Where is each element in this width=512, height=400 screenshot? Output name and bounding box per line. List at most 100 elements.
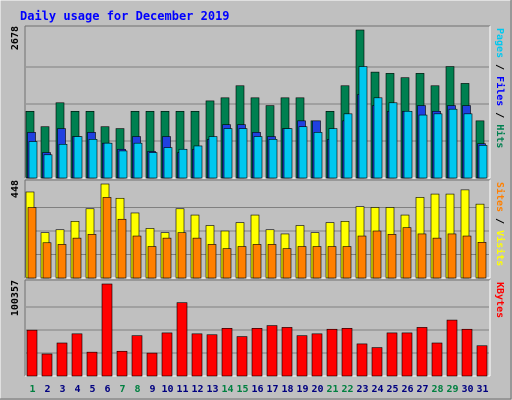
bar-sites-day-15: [237, 246, 247, 279]
bar-sites-day-28: [432, 237, 442, 279]
bar-kbytes-day-5: [86, 351, 98, 377]
bar-kbytes-day-13: [206, 334, 218, 377]
day-label-21: 21: [326, 384, 338, 395]
bar-pages-day-24: [373, 97, 383, 179]
bar-sites-day-26: [402, 227, 412, 279]
bar-pages-day-28: [433, 113, 443, 179]
day-label-29: 29: [446, 384, 458, 395]
bar-sites-day-12: [192, 237, 202, 279]
bar-pages-day-10: [163, 147, 173, 179]
bar-sites-day-29: [447, 233, 457, 279]
bar-pages-day-14: [223, 128, 233, 179]
bar-kbytes-day-15: [236, 336, 248, 377]
bar-kbytes-day-11: [176, 302, 188, 377]
bar-sites-day-16: [252, 244, 262, 279]
day-label-16: 16: [251, 384, 263, 395]
bar-kbytes-day-18: [281, 327, 293, 377]
day-label-3: 3: [59, 384, 65, 395]
bar-kbytes-day-6: [101, 283, 113, 377]
bar-sites-day-22: [342, 246, 352, 279]
day-label-6: 6: [104, 384, 110, 395]
bar-sites-day-13: [207, 244, 217, 279]
day-label-1: 1: [29, 384, 35, 395]
legend-entry: Hits: [494, 124, 506, 148]
bar-sites-day-9: [147, 246, 157, 279]
bar-kbytes-day-25: [386, 332, 398, 377]
day-label-22: 22: [341, 384, 353, 395]
panel-max-label: 448: [10, 180, 21, 198]
bar-pages-day-18: [283, 128, 293, 179]
panel-max-label: 100357: [10, 280, 21, 316]
bar-pages-day-27: [418, 114, 428, 179]
bar-kbytes-day-26: [401, 332, 413, 377]
bar-pages-day-8: [133, 142, 143, 179]
bar-sites-day-5: [87, 234, 97, 279]
bar-pages-day-23: [358, 66, 368, 179]
panel-legend: KBytes: [494, 282, 505, 318]
panel-legend: Sites / Visits: [494, 182, 506, 266]
legend-entry: Files: [494, 76, 506, 106]
bar-sites-day-11: [177, 232, 187, 279]
day-label-2: 2: [44, 384, 50, 395]
bar-kbytes-day-20: [311, 333, 323, 377]
day-label-9: 9: [149, 384, 155, 395]
bar-sites-day-18: [282, 248, 292, 279]
bar-kbytes-day-30: [461, 328, 473, 377]
bar-pages-day-16: [253, 136, 263, 179]
bar-pages-day-31: [478, 145, 488, 179]
bar-pages-day-2: [43, 154, 53, 179]
bar-kbytes-day-1: [26, 329, 38, 377]
day-label-15: 15: [236, 384, 248, 395]
bar-kbytes-day-19: [296, 335, 308, 377]
bar-kbytes-day-17: [266, 325, 278, 377]
bar-kbytes-day-24: [371, 347, 383, 377]
day-label-19: 19: [296, 384, 308, 395]
bar-pages-day-6: [103, 142, 113, 179]
bar-pages-day-5: [88, 139, 98, 179]
day-label-13: 13: [206, 384, 218, 395]
day-label-25: 25: [386, 384, 398, 395]
bar-sites-day-8: [132, 235, 142, 279]
day-label-11: 11: [176, 384, 188, 395]
day-label-14: 14: [221, 384, 233, 395]
day-label-12: 12: [191, 384, 203, 395]
bar-kbytes-day-7: [116, 350, 128, 377]
bar-pages-day-25: [388, 102, 398, 179]
bar-sites-day-4: [72, 237, 82, 279]
legend-entry: /: [494, 106, 505, 124]
bar-pages-day-7: [118, 150, 128, 179]
legend-entry: /: [494, 212, 505, 230]
bar-kbytes-day-27: [416, 327, 428, 377]
legend-entry: /: [494, 58, 505, 76]
bar-pages-day-21: [328, 128, 338, 179]
bar-sites-day-31: [477, 242, 487, 279]
bar-kbytes-day-23: [356, 343, 368, 377]
day-label-5: 5: [89, 384, 95, 395]
panel-max-label: 2678: [10, 26, 21, 50]
day-label-17: 17: [266, 384, 278, 395]
bar-pages-day-15: [238, 128, 248, 179]
bar-kbytes-day-2: [41, 353, 53, 377]
bar-kbytes-day-31: [476, 345, 488, 377]
day-label-26: 26: [401, 384, 413, 395]
bar-sites-day-27: [417, 233, 427, 279]
bar-kbytes-day-8: [131, 335, 143, 377]
day-label-30: 30: [461, 384, 473, 395]
bar-sites-day-19: [297, 246, 307, 279]
bar-pages-day-22: [343, 113, 353, 179]
bar-kbytes-day-29: [446, 319, 458, 377]
legend-entry: Pages: [494, 28, 505, 58]
bar-pages-day-13: [208, 136, 218, 179]
bar-kbytes-day-22: [341, 328, 353, 377]
bar-kbytes-day-14: [221, 328, 233, 377]
bar-sites-day-10: [162, 237, 172, 279]
bar-pages-day-26: [403, 110, 413, 179]
bar-sites-day-23: [357, 235, 367, 279]
bar-sites-day-1: [27, 207, 37, 279]
bar-sites-day-3: [57, 244, 67, 279]
bar-sites-day-20: [312, 246, 322, 279]
bar-kbytes-day-12: [191, 333, 203, 377]
bar-pages-day-4: [73, 136, 83, 179]
bar-pages-day-1: [28, 141, 38, 179]
